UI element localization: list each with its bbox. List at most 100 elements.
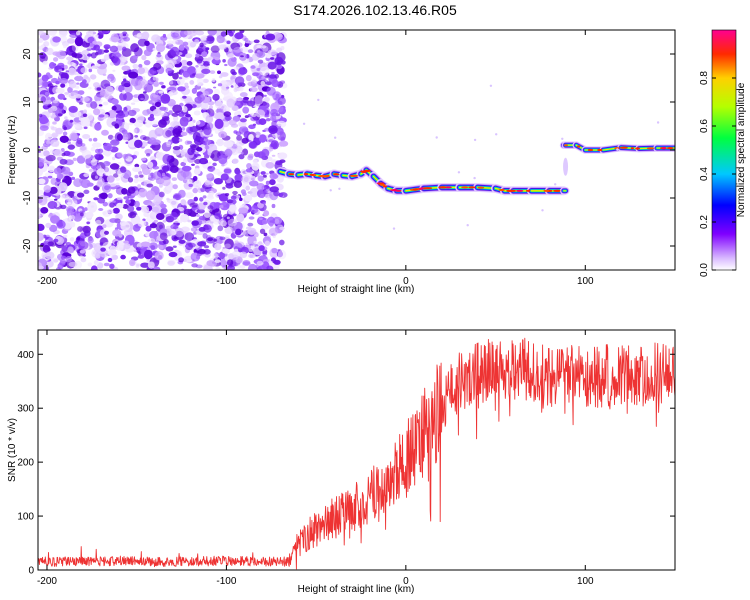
noise-speck xyxy=(184,232,195,242)
noise-speck xyxy=(194,73,205,79)
noise-speck xyxy=(39,125,49,131)
signal-hotspot xyxy=(288,173,295,176)
noise-speck xyxy=(83,109,87,114)
noise-speck xyxy=(80,67,88,74)
noise-speck xyxy=(239,86,244,92)
noise-speck xyxy=(152,108,162,117)
noise-speck xyxy=(135,114,145,123)
noise-speck xyxy=(136,246,142,251)
noise-speck xyxy=(82,79,87,84)
noise-speck xyxy=(189,74,196,79)
noise-speck xyxy=(268,260,273,266)
noise-speck xyxy=(47,30,57,36)
noise-speck xyxy=(143,60,151,66)
noise-speck xyxy=(254,95,264,105)
noise-speck xyxy=(137,78,148,89)
noise-speck xyxy=(133,128,138,133)
noise-speck xyxy=(156,213,165,220)
noise-speck xyxy=(61,152,66,157)
noise-speck xyxy=(90,74,97,80)
noise-speck xyxy=(234,240,239,245)
noise-speck xyxy=(105,86,114,95)
noise-speck xyxy=(58,182,68,192)
noise-speck xyxy=(201,220,208,225)
noise-speck xyxy=(223,111,232,117)
noise-speck xyxy=(58,173,64,179)
noise-speck xyxy=(159,183,163,188)
noise-speck xyxy=(112,69,116,72)
noise-speck xyxy=(217,225,224,232)
spectrogram-y-tick-label: 0 xyxy=(22,147,33,153)
stray-speck xyxy=(466,224,469,227)
noise-speck xyxy=(63,65,68,70)
noise-speck xyxy=(66,206,75,213)
noise-speck xyxy=(269,173,279,180)
noise-speck xyxy=(201,51,208,58)
noise-speck xyxy=(269,179,276,186)
noise-speck xyxy=(178,257,185,263)
noise-speck xyxy=(227,259,234,266)
signal-hotspot xyxy=(577,145,581,148)
noise-speck xyxy=(261,45,267,49)
noise-speck xyxy=(227,218,238,227)
stray-speck xyxy=(334,136,337,139)
noise-speck xyxy=(119,127,126,133)
noise-speck xyxy=(59,135,69,143)
noise-speck xyxy=(260,80,266,86)
noise-speck xyxy=(245,185,250,191)
signal-hotspot xyxy=(477,186,485,189)
noise-speck xyxy=(44,172,54,178)
noise-speck xyxy=(232,79,236,83)
noise-speck xyxy=(236,135,243,141)
noise-speck xyxy=(168,158,179,168)
noise-speck xyxy=(87,237,94,244)
noise-speck xyxy=(256,183,265,191)
noise-speck xyxy=(109,45,118,53)
noise-speck xyxy=(238,207,249,214)
noise-speck xyxy=(186,140,193,145)
noise-speck xyxy=(38,159,45,167)
noise-speck xyxy=(158,90,164,94)
noise-speck xyxy=(262,251,268,256)
noise-speck xyxy=(235,131,242,136)
noise-speck xyxy=(261,219,268,225)
noise-speck xyxy=(276,127,284,136)
noise-speck xyxy=(116,197,122,201)
noise-speck xyxy=(230,195,237,200)
noise-speck xyxy=(109,263,115,269)
noise-speck xyxy=(58,102,64,109)
noise-speck xyxy=(56,50,67,60)
noise-speck xyxy=(279,226,285,230)
noise-speck xyxy=(90,52,97,59)
noise-speck xyxy=(236,97,243,102)
colorbar-label: Normalized spectral amplitude xyxy=(736,82,747,217)
noise-speck xyxy=(94,154,100,159)
noise-speck xyxy=(181,126,186,131)
noise-speck xyxy=(240,55,244,58)
noise-speck xyxy=(143,49,152,57)
noise-speck xyxy=(213,86,217,89)
stray-speck xyxy=(302,122,306,126)
noise-speck xyxy=(68,92,79,99)
noise-speck xyxy=(112,200,116,203)
noise-speck xyxy=(109,163,120,170)
snr-y-tick-label: 400 xyxy=(17,350,34,361)
noise-speck xyxy=(214,243,222,251)
noise-speck xyxy=(104,230,109,235)
noise-speck xyxy=(200,35,208,40)
noise-speck xyxy=(198,215,206,221)
noise-speck xyxy=(60,83,66,88)
noise-speck xyxy=(167,91,174,97)
noise-speck xyxy=(55,236,64,245)
noise-speck xyxy=(69,119,74,123)
noise-speck xyxy=(141,206,150,214)
noise-speck xyxy=(152,171,162,181)
noise-speck xyxy=(163,186,172,194)
noise-speck xyxy=(214,212,223,220)
noise-speck xyxy=(152,165,160,170)
noise-speck xyxy=(136,34,142,38)
signal-hotspot xyxy=(564,144,568,147)
noise-speck xyxy=(57,263,64,270)
noise-speck xyxy=(139,174,144,178)
noise-speck xyxy=(165,45,170,49)
